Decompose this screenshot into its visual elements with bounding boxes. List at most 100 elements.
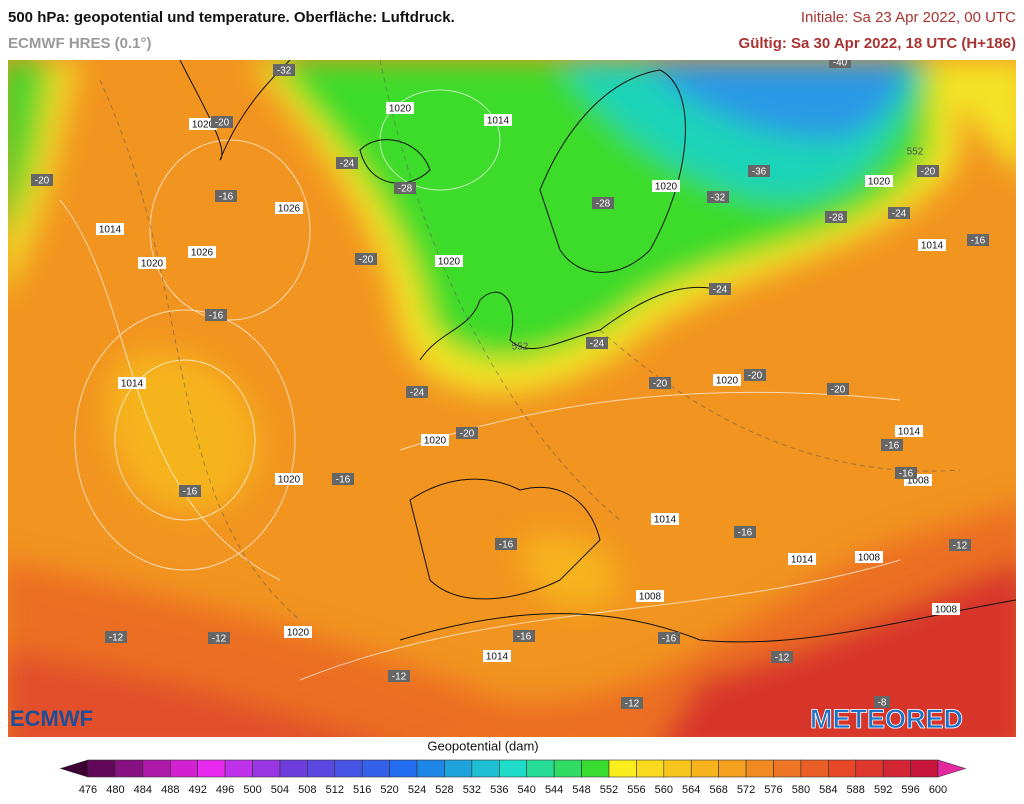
pressure-label-box [118,377,146,389]
colorbar-tick-label: 532 [463,784,481,796]
colorbar-title: Geopotential (dam) [427,738,538,753]
pressure-label-box [865,175,893,187]
colorbar-swatch [197,759,226,778]
temperature-label: -12 [625,699,640,710]
temperature-label-box [825,211,847,223]
temperature-label: -24 [340,159,355,170]
temperature-label: -16 [971,236,986,247]
logo-ecmwf: ECMWF [10,706,93,731]
temperature-label-box [495,538,517,550]
temperature-label-box [874,696,890,708]
temperature-label-box [649,377,671,389]
temperature-label-box [658,632,680,644]
pressure-label-box [483,650,511,662]
temperature-label-box [888,207,910,219]
temperature-label: -16 [499,540,514,551]
colorbar-swatch [773,759,802,778]
temperature-label: -20 [748,371,763,382]
colorbar-swatch [142,759,171,778]
colorbar-swatch [471,759,500,778]
pressure-label: 1014 [121,379,144,390]
pressure-label: 1014 [487,116,510,127]
temperature-label: -20 [831,385,846,396]
colorbar-tick-label: 560 [655,784,673,796]
temperature-label-box [829,60,851,68]
colorbar-tick-label: 576 [764,784,782,796]
pressure-label: 1008 [858,553,881,564]
colorbar-swatch [87,759,116,778]
colorbar-tick-label: 564 [682,784,700,796]
colorbar-swatch [690,759,719,778]
temperature-label: -20 [921,167,936,178]
pressure-label-box [275,473,303,485]
temperature-label-box [215,190,237,202]
temperature-label-box [707,191,729,203]
pressure-label: 1014 [791,555,814,566]
temperature-label-box [621,697,643,709]
temperature-label-box [592,197,614,209]
temperature-label: -20 [653,379,668,390]
pressure-label: 1026 [278,204,301,215]
pressure-label: 1020 [655,182,678,193]
temperature-label-box [917,165,939,177]
contour-label: 552 [907,147,924,158]
map: 1020 1014 1020 1026 1014 1026 1020 1020 1020 1020… [8,60,1016,737]
temperature-label-box [895,467,917,479]
temperature-label-box [513,630,535,642]
colorbar-tick-label: 500 [243,784,261,796]
pressure-label-box [421,434,449,446]
colorbar-tick-label: 476 [79,784,97,796]
colorbar-tick-label: 488 [161,784,179,796]
pressure-label: 1020 [141,259,164,270]
temperature-label: -16 [738,528,753,539]
pressure-label-box [275,202,303,214]
temperature-label: -16 [209,311,224,322]
colorbar-swatch [608,759,637,778]
pressure-label: 1020 [278,475,301,486]
temperature-label-box [388,670,410,682]
valid-time: Gültig: Sa 30 Apr 2022, 18 UTC (H+186) [739,35,1016,52]
colorbar-swatch [910,759,939,778]
colorbar-swatch [663,759,692,778]
temperature-label-box [748,165,770,177]
colorbar-swatch [389,759,418,778]
temperature-label-box [586,337,608,349]
colorbar: 476 480 484 488 492 496 500 504 508 512 516 520 524 5… [59,759,967,796]
isotherms [99,60,961,621]
pressure-label-box [895,425,923,437]
temperature-label: -12 [392,672,407,683]
pressure-label-box [386,102,414,114]
colorbar-swatch [224,759,253,778]
colorbar-end [59,759,89,778]
temperature-label: -32 [711,193,726,204]
temperature-label: -20 [460,429,475,440]
pressure-label: 1020 [868,177,891,188]
colorbar-tick-label: 544 [545,784,563,796]
colorbar-swatch [252,759,281,778]
temperature-label: -12 [775,653,790,664]
temperature-label: -12 [109,633,124,644]
temperature-label-box [827,383,849,395]
temperature-label-box [179,485,201,497]
temperature-label-box [394,182,416,194]
colorbar-tick-label: 508 [298,784,316,796]
colorbar-tick-label: 492 [188,784,206,796]
pressure-label: 1020 [192,120,215,131]
colorbar-tick-label: 524 [408,784,426,796]
pressure-label-box [651,513,679,525]
pressure-label-box [855,551,883,563]
temperature-label: -36 [752,167,767,178]
pressure-label: 1008 [639,592,662,603]
colorbar-swatch [718,759,747,778]
model: ECMWF HRES (0.1°) [8,35,152,52]
temperature-label-box [967,234,989,246]
temperature-label-box [273,64,295,76]
temperature-label: -16 [336,475,351,486]
colorbar-tick-label: 600 [929,784,947,796]
colorbar-tick-label: 496 [216,784,234,796]
temperature-label: -32 [277,66,292,77]
pressure-label: 1020 [438,257,461,268]
temperature-label: -16 [885,441,900,452]
temperature-label-box [211,116,233,128]
